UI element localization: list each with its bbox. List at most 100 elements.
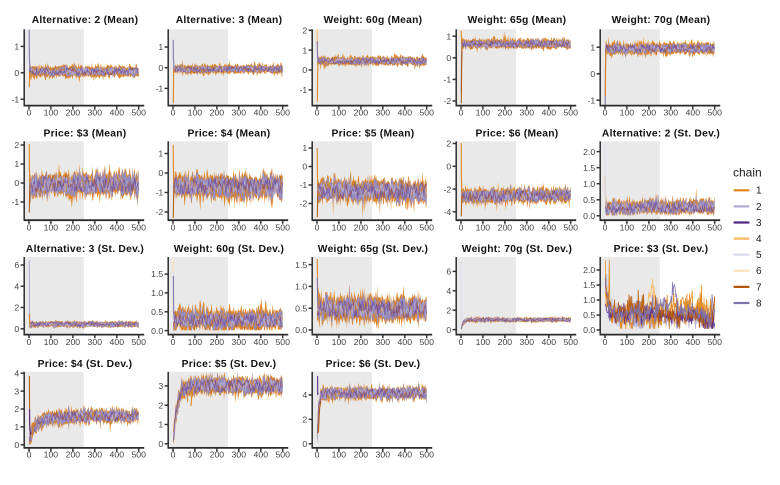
svg-text:400: 400 xyxy=(398,450,413,460)
svg-text:1: 1 xyxy=(14,422,19,432)
svg-text:-1: -1 xyxy=(11,94,19,104)
svg-text:500: 500 xyxy=(707,108,722,118)
svg-text:0: 0 xyxy=(459,108,464,118)
svg-text:0: 0 xyxy=(171,108,176,118)
svg-text:100: 100 xyxy=(332,337,347,347)
svg-text:Price: $3 (Mean): Price: $3 (Mean) xyxy=(44,128,127,139)
svg-text:0: 0 xyxy=(590,69,595,79)
svg-text:200: 200 xyxy=(210,223,225,233)
svg-text:200: 200 xyxy=(210,108,225,118)
svg-text:chain: chain xyxy=(733,166,762,180)
svg-text:500: 500 xyxy=(131,450,146,460)
svg-text:100: 100 xyxy=(332,450,347,460)
svg-text:0: 0 xyxy=(302,65,307,75)
svg-text:1: 1 xyxy=(302,143,307,153)
svg-text:0: 0 xyxy=(14,324,19,334)
svg-text:500: 500 xyxy=(131,337,146,347)
svg-text:-2: -2 xyxy=(155,207,163,217)
svg-text:500: 500 xyxy=(419,450,434,460)
svg-text:1.5: 1.5 xyxy=(583,163,595,173)
svg-text:400: 400 xyxy=(398,337,413,347)
svg-text:400: 400 xyxy=(542,337,557,347)
svg-text:4: 4 xyxy=(302,390,307,400)
svg-text:100: 100 xyxy=(44,108,59,118)
svg-text:200: 200 xyxy=(210,450,225,460)
svg-text:400: 400 xyxy=(542,108,557,118)
svg-text:100: 100 xyxy=(476,337,491,347)
svg-text:500: 500 xyxy=(563,223,578,233)
svg-text:500: 500 xyxy=(275,337,290,347)
svg-text:1.0: 1.0 xyxy=(583,179,595,189)
svg-text:2: 2 xyxy=(14,404,19,414)
svg-text:Weight: 70g (St. Dev.): Weight: 70g (St. Dev.) xyxy=(462,244,572,255)
svg-text:200: 200 xyxy=(642,223,657,233)
svg-text:4: 4 xyxy=(14,368,19,378)
svg-text:0: 0 xyxy=(27,450,32,460)
svg-text:-4: -4 xyxy=(443,207,451,217)
svg-text:Price: $6 (St. Dev.): Price: $6 (St. Dev.) xyxy=(326,359,421,370)
svg-text:Price: $3 (St. Dev.): Price: $3 (St. Dev.) xyxy=(614,244,709,255)
svg-text:0: 0 xyxy=(315,108,320,118)
svg-text:300: 300 xyxy=(664,337,679,347)
svg-text:0: 0 xyxy=(158,168,163,178)
svg-text:400: 400 xyxy=(110,337,125,347)
svg-text:100: 100 xyxy=(620,337,635,347)
svg-text:100: 100 xyxy=(188,337,203,347)
svg-text:400: 400 xyxy=(110,450,125,460)
svg-text:200: 200 xyxy=(210,337,225,347)
svg-text:0: 0 xyxy=(302,162,307,172)
svg-text:500: 500 xyxy=(275,450,290,460)
svg-text:100: 100 xyxy=(476,223,491,233)
svg-text:200: 200 xyxy=(642,108,657,118)
svg-text:Weight: 60g (Mean): Weight: 60g (Mean) xyxy=(324,15,423,26)
svg-text:0: 0 xyxy=(459,337,464,347)
svg-text:Price: $4 (Mean): Price: $4 (Mean) xyxy=(188,128,271,139)
svg-text:300: 300 xyxy=(520,337,535,347)
svg-text:3: 3 xyxy=(14,386,19,396)
svg-text:0.0: 0.0 xyxy=(583,211,595,221)
svg-text:1: 1 xyxy=(158,420,163,430)
svg-text:100: 100 xyxy=(44,337,59,347)
svg-text:1: 1 xyxy=(14,159,19,169)
svg-text:200: 200 xyxy=(66,450,81,460)
svg-text:8: 8 xyxy=(756,298,762,309)
svg-text:400: 400 xyxy=(542,223,557,233)
svg-text:2: 2 xyxy=(14,303,19,313)
svg-text:200: 200 xyxy=(354,223,369,233)
svg-text:0.0: 0.0 xyxy=(151,326,163,336)
svg-text:300: 300 xyxy=(88,108,103,118)
svg-text:2: 2 xyxy=(302,415,307,425)
svg-text:300: 300 xyxy=(520,223,535,233)
svg-text:1.5: 1.5 xyxy=(583,280,595,290)
svg-text:400: 400 xyxy=(254,450,269,460)
svg-text:400: 400 xyxy=(254,337,269,347)
svg-text:Alternative: 2 (St. Dev.): Alternative: 2 (St. Dev.) xyxy=(602,128,720,139)
svg-text:100: 100 xyxy=(188,108,203,118)
svg-text:1: 1 xyxy=(756,186,762,197)
svg-text:500: 500 xyxy=(707,223,722,233)
svg-text:Weight: 65g (Mean): Weight: 65g (Mean) xyxy=(468,15,567,26)
svg-text:-1: -1 xyxy=(155,84,163,94)
svg-text:0: 0 xyxy=(446,53,451,63)
svg-text:300: 300 xyxy=(376,337,391,347)
svg-text:-2: -2 xyxy=(443,184,451,194)
svg-text:100: 100 xyxy=(332,223,347,233)
svg-text:1: 1 xyxy=(14,42,19,52)
svg-text:0: 0 xyxy=(315,337,320,347)
svg-text:200: 200 xyxy=(498,223,513,233)
svg-text:400: 400 xyxy=(686,337,701,347)
svg-text:0: 0 xyxy=(27,337,32,347)
svg-text:6: 6 xyxy=(446,267,451,277)
svg-text:6: 6 xyxy=(756,266,762,277)
svg-text:400: 400 xyxy=(398,108,413,118)
svg-text:0: 0 xyxy=(302,439,307,449)
svg-text:-1: -1 xyxy=(299,85,307,95)
svg-text:-1: -1 xyxy=(299,180,307,190)
svg-text:2.0: 2.0 xyxy=(583,147,595,157)
svg-text:0.0: 0.0 xyxy=(583,325,595,335)
svg-text:0: 0 xyxy=(14,440,19,450)
svg-text:1.0: 1.0 xyxy=(295,282,307,292)
svg-text:100: 100 xyxy=(44,223,59,233)
svg-text:-1: -1 xyxy=(11,197,19,207)
svg-text:500: 500 xyxy=(419,108,434,118)
